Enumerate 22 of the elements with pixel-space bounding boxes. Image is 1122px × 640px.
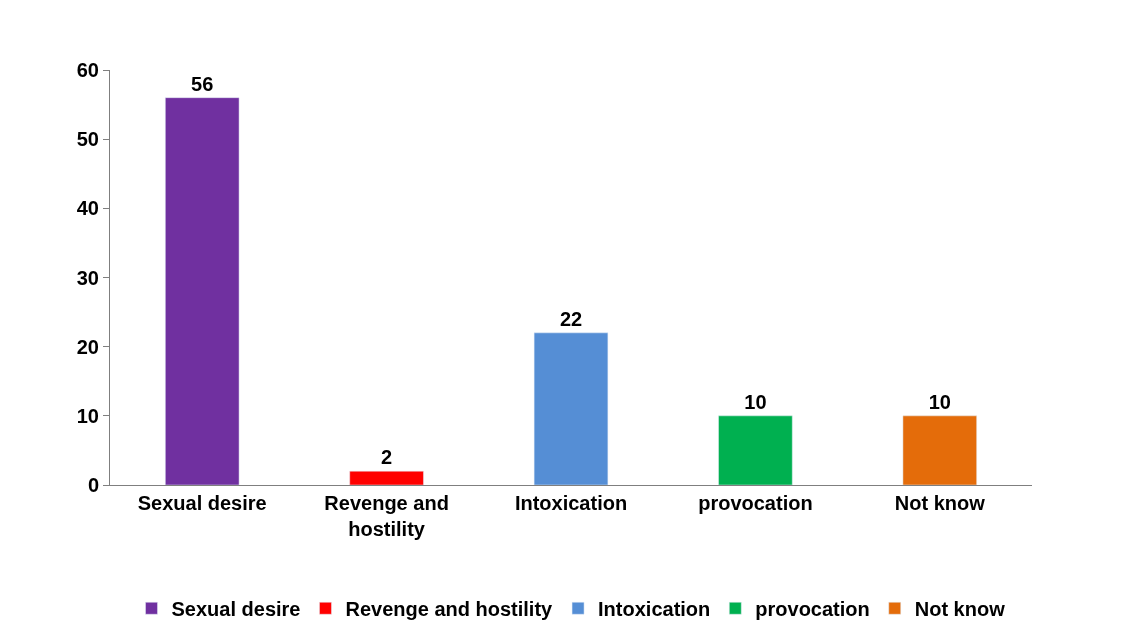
data-label: 2 bbox=[381, 446, 393, 469]
x-tick-label: Revenge and hostility bbox=[324, 492, 449, 540]
legend-label: Sexual desire bbox=[171, 598, 301, 621]
y-tick-label: 20 bbox=[76, 335, 99, 358]
y-tick-label: 30 bbox=[76, 266, 99, 289]
legend-label: Intoxication bbox=[598, 598, 711, 621]
data-label: 10 bbox=[928, 390, 951, 413]
legend-label: Revenge and hostility bbox=[345, 598, 554, 621]
x-tick-label: Not know bbox=[894, 492, 986, 514]
data-label: 10 bbox=[744, 390, 767, 413]
data-label: 22 bbox=[559, 307, 583, 330]
y-tick-label: 40 bbox=[76, 197, 99, 220]
legend-label: Not know bbox=[914, 598, 1006, 621]
x-tick-label: Sexual desire bbox=[137, 492, 267, 514]
data-label: 56 bbox=[191, 72, 214, 95]
y-tick-label: 60 bbox=[76, 59, 99, 81]
legend-label: provocation bbox=[755, 598, 870, 621]
x-tick-label: provocation bbox=[698, 492, 813, 514]
y-tick-label: 10 bbox=[76, 404, 99, 427]
y-tick-label: 50 bbox=[76, 128, 99, 151]
x-tick-label: Intoxication bbox=[514, 492, 628, 514]
y-tick-label: 0 bbox=[87, 474, 99, 496]
